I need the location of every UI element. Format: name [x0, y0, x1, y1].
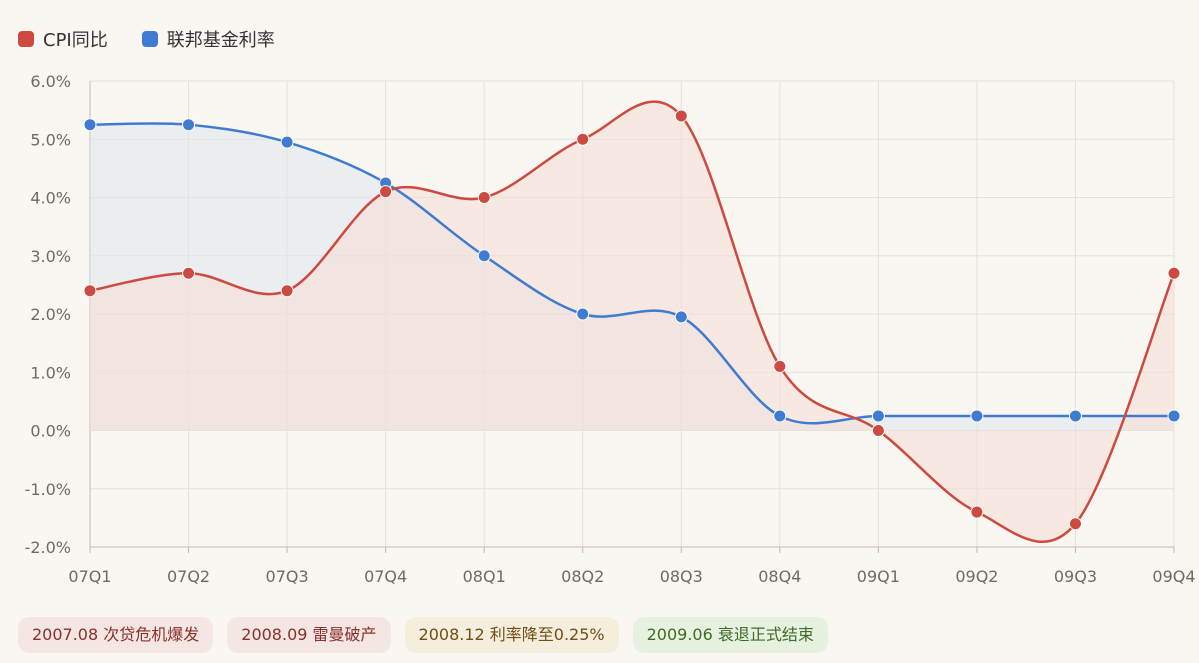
y-tick-label: -2.0% — [25, 538, 71, 557]
cpi-point — [379, 185, 393, 199]
cpi-point — [576, 132, 590, 146]
cpi-point — [1167, 266, 1181, 280]
cpi-point — [674, 109, 688, 123]
fed-rate-point — [674, 310, 688, 324]
fed-rate-point — [280, 135, 294, 149]
fed-rate-point — [576, 307, 590, 321]
fed-rate-point — [773, 409, 787, 423]
cpi-point — [477, 191, 491, 204]
cpi-point — [280, 284, 294, 298]
legend-swatch-cpi — [18, 31, 34, 47]
y-tick-label: 3.0% — [30, 247, 71, 266]
y-tick-label: 0.0% — [30, 422, 71, 441]
chart-canvas: 6.0% 5.0% 4.0% 3.0% 2.0% 1.0% 0.0% -1.0% -2.0% 07… — [25, 72, 1196, 586]
x-tick-label: 08Q2 — [561, 567, 604, 586]
legend-item-cpi[interactable]: CPI同比 — [18, 26, 108, 52]
x-tick-label: 09Q3 — [1054, 567, 1097, 586]
y-tick-label: 4.0% — [30, 189, 71, 208]
x-tick-label: 07Q2 — [167, 567, 210, 586]
cpi-point — [182, 266, 196, 280]
event-tag-subprime: 2007.08 次贷危机爆发 — [18, 617, 214, 653]
fed-rate-point — [1068, 409, 1082, 423]
fed-rate-point — [871, 409, 885, 423]
cpi-area-fill — [90, 101, 1174, 542]
chart-legend: CPI同比 联邦基金利率 — [18, 26, 275, 52]
cpi-point — [970, 505, 984, 519]
x-tick-label: 09Q1 — [857, 567, 900, 586]
cpi-point — [83, 284, 97, 298]
x-tick-label: 07Q3 — [266, 567, 309, 586]
event-tag-recession-end: 2009.06 衰退正式结束 — [632, 617, 828, 653]
x-tick-label: 08Q1 — [463, 567, 506, 586]
event-tags: 2007.08 次贷危机爆发 2008.09 雷曼破产 2008.12 利率降至… — [18, 617, 828, 653]
y-tick-label: 5.0% — [30, 130, 71, 149]
legend-label-fed-rate: 联邦基金利率 — [166, 30, 275, 51]
legend-item-fed-rate[interactable]: 联邦基金利率 — [141, 26, 275, 52]
fed-rate-point — [1167, 409, 1181, 423]
legend-swatch-fed-rate — [141, 31, 158, 47]
y-tick-label: 1.0% — [30, 363, 71, 382]
cpi-point — [773, 359, 787, 373]
fed-rate-point — [182, 118, 196, 132]
cpi-point — [871, 424, 885, 437]
y-tick-label: -1.0% — [25, 480, 71, 499]
fed-rate-point — [83, 118, 97, 132]
y-tick-label: 2.0% — [30, 305, 71, 324]
x-tick-label: 09Q4 — [1152, 567, 1195, 586]
x-tick-label: 09Q2 — [955, 567, 998, 586]
y-tick-label: 6.0% — [30, 72, 71, 91]
fed-rate-point — [477, 249, 491, 263]
legend-label-cpi: CPI同比 — [43, 30, 108, 51]
x-tick-label: 08Q3 — [660, 567, 703, 586]
x-tick-label: 07Q1 — [68, 567, 111, 586]
fed-rate-point — [970, 409, 984, 423]
x-tick-label: 08Q4 — [758, 567, 801, 586]
cpi-point — [1068, 517, 1082, 531]
x-tick-label: 07Q4 — [364, 567, 407, 586]
event-tag-rate-cut: 2008.12 利率降至0.25% — [404, 617, 619, 653]
event-tag-lehman: 2008.09 雷曼破产 — [227, 617, 391, 653]
